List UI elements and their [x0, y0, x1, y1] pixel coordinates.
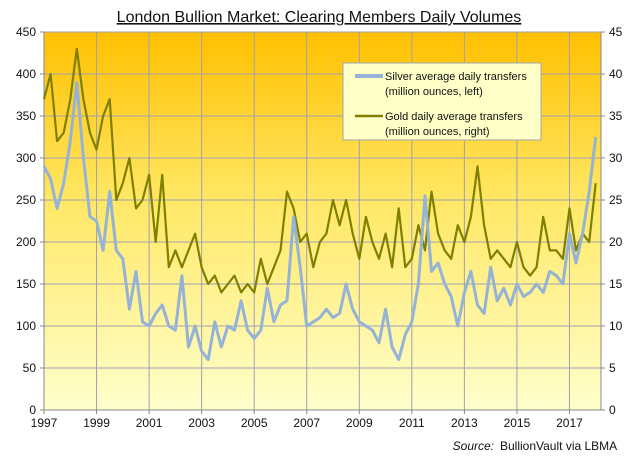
source-label: Source:: [453, 439, 494, 453]
y-left-tick-label: 250: [16, 193, 36, 207]
y-right-tick-label: 30: [609, 151, 623, 165]
legend-silver-label: Silver average daily transfers: [385, 71, 527, 83]
legend: Silver average daily transfers (million …: [342, 62, 542, 141]
x-tick-label: 2013: [451, 416, 478, 430]
legend-silver-sub: (million ounces, left): [385, 86, 483, 98]
y-left-tick-label: 400: [16, 67, 36, 81]
y-right-tick-label: 40: [609, 67, 623, 81]
y-left-tick-label: 200: [16, 235, 36, 249]
y-right-tick-label: 5: [609, 361, 616, 375]
legend-gold-label: Gold daily average transfers: [385, 111, 523, 123]
chart-title: London Bullion Market: Clearing Members …: [117, 9, 522, 26]
y-right-tick-label: 10: [609, 319, 623, 333]
source-text: BullionVault via LBMA: [500, 439, 617, 453]
x-tick-label: 2005: [241, 416, 268, 430]
x-tick-label: 2017: [556, 416, 583, 430]
y-right-tick-label: 0: [609, 403, 616, 417]
y-left-tick-label: 350: [16, 109, 36, 123]
x-tick-label: 2009: [346, 416, 373, 430]
x-tick-label: 2007: [293, 416, 320, 430]
silver-series-line: [42, 80, 598, 362]
y-left-tick-label: 50: [23, 361, 37, 375]
y-right-tick-label: 20: [609, 235, 623, 249]
y-left-tick-label: 150: [16, 277, 36, 291]
y-left-tick-label: 0: [29, 403, 36, 417]
x-tick-label: 1999: [83, 416, 110, 430]
y-right-tick-label: 25: [609, 193, 623, 207]
x-tick-label: 1997: [31, 416, 58, 430]
y-right-tick-label: 15: [609, 277, 623, 291]
x-tick-label: 2015: [504, 416, 531, 430]
y-left-tick-label: 450: [16, 25, 36, 39]
x-tick-label: 2011: [399, 416, 425, 430]
y-left-tick-label: 100: [16, 319, 36, 333]
y-left-tick-label: 300: [16, 151, 36, 165]
y-right-tick-label: 35: [609, 109, 623, 123]
legend-gold-sub: (million ounces, right): [385, 126, 490, 138]
x-tick-label: 2001: [136, 416, 163, 430]
y-right-tick-label: 45: [609, 25, 623, 39]
x-tick-label: 2003: [188, 416, 215, 430]
gold-series-line: [42, 47, 597, 294]
